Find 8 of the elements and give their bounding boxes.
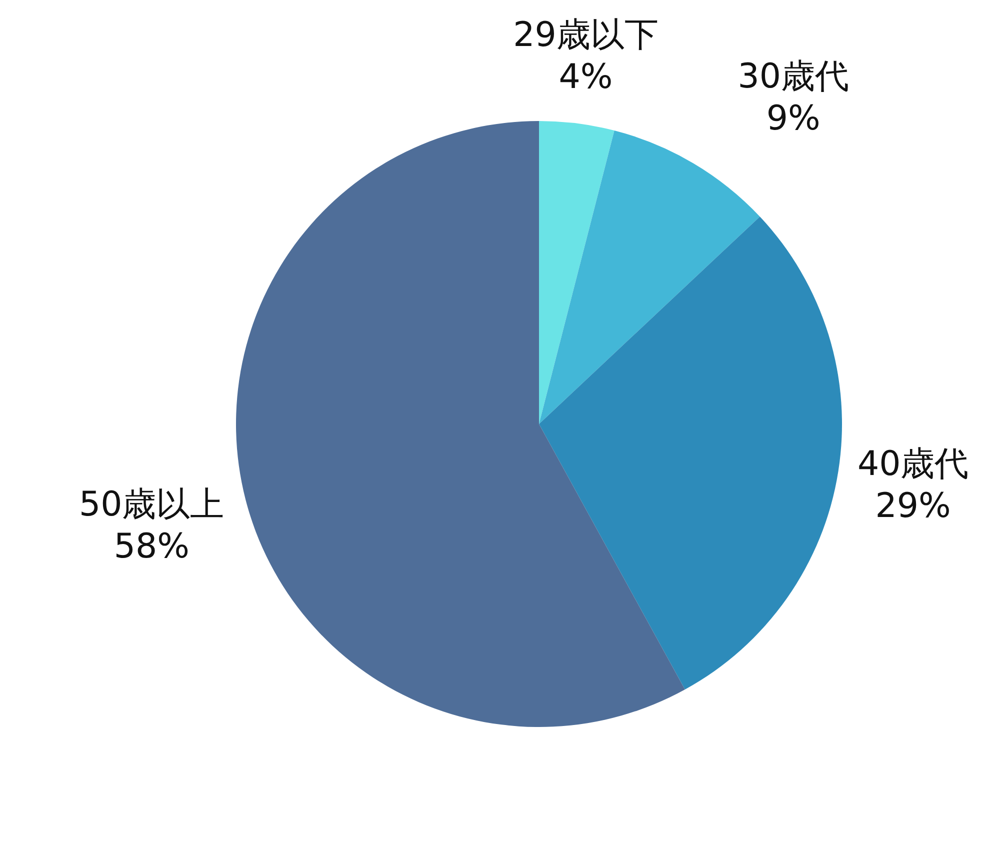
data-label: 9% bbox=[766, 98, 820, 138]
slice-label: 30歳代 bbox=[738, 56, 849, 96]
data-label: 29% bbox=[875, 486, 951, 526]
slice-label: 29歳以下 bbox=[513, 15, 658, 56]
slice-label: 40歳代 bbox=[857, 444, 969, 484]
slice-label: 50歳以上 bbox=[78, 484, 224, 524]
data-label: 4% bbox=[558, 57, 613, 98]
data-label: 58% bbox=[114, 526, 190, 566]
